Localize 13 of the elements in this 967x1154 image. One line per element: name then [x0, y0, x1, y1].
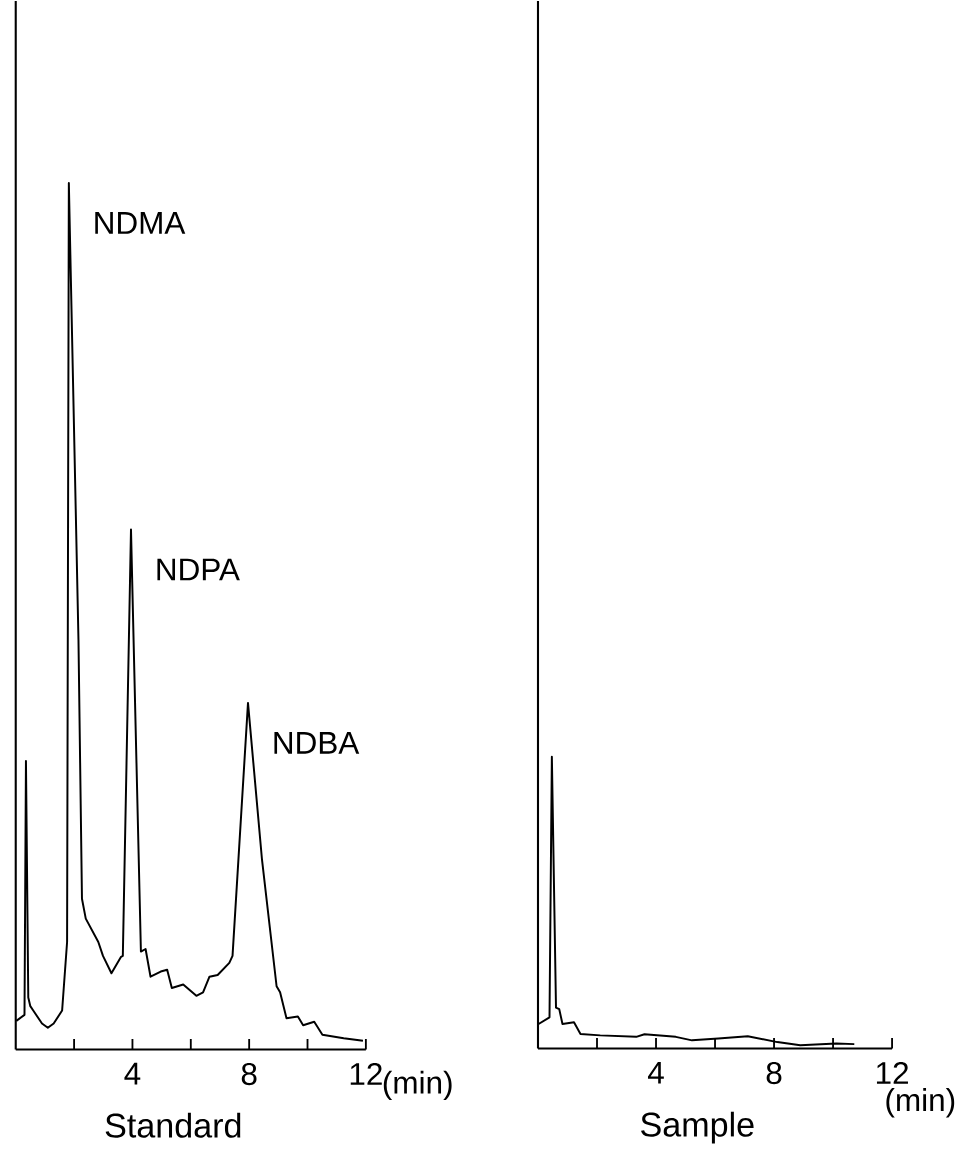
- x-tick-label: 8: [766, 1061, 782, 1085]
- annotation: NDMA: [95, 212, 186, 234]
- x-tick-label: 4: [124, 1062, 141, 1085]
- x-axis-title: (min): [886, 1088, 955, 1118]
- x-tick-label: 12: [877, 1061, 909, 1084]
- annotation: NDPA: [157, 558, 241, 581]
- x-tick-label: 8: [241, 1062, 257, 1086]
- x-axis-title: (min): [384, 1070, 452, 1101]
- annotation: NDBA: [274, 732, 360, 754]
- text: Standard: [105, 1112, 241, 1138]
- x-tick-label: 4: [648, 1061, 665, 1084]
- text: Sample: [641, 1111, 754, 1144]
- x-tick-label: 12: [350, 1062, 382, 1085]
